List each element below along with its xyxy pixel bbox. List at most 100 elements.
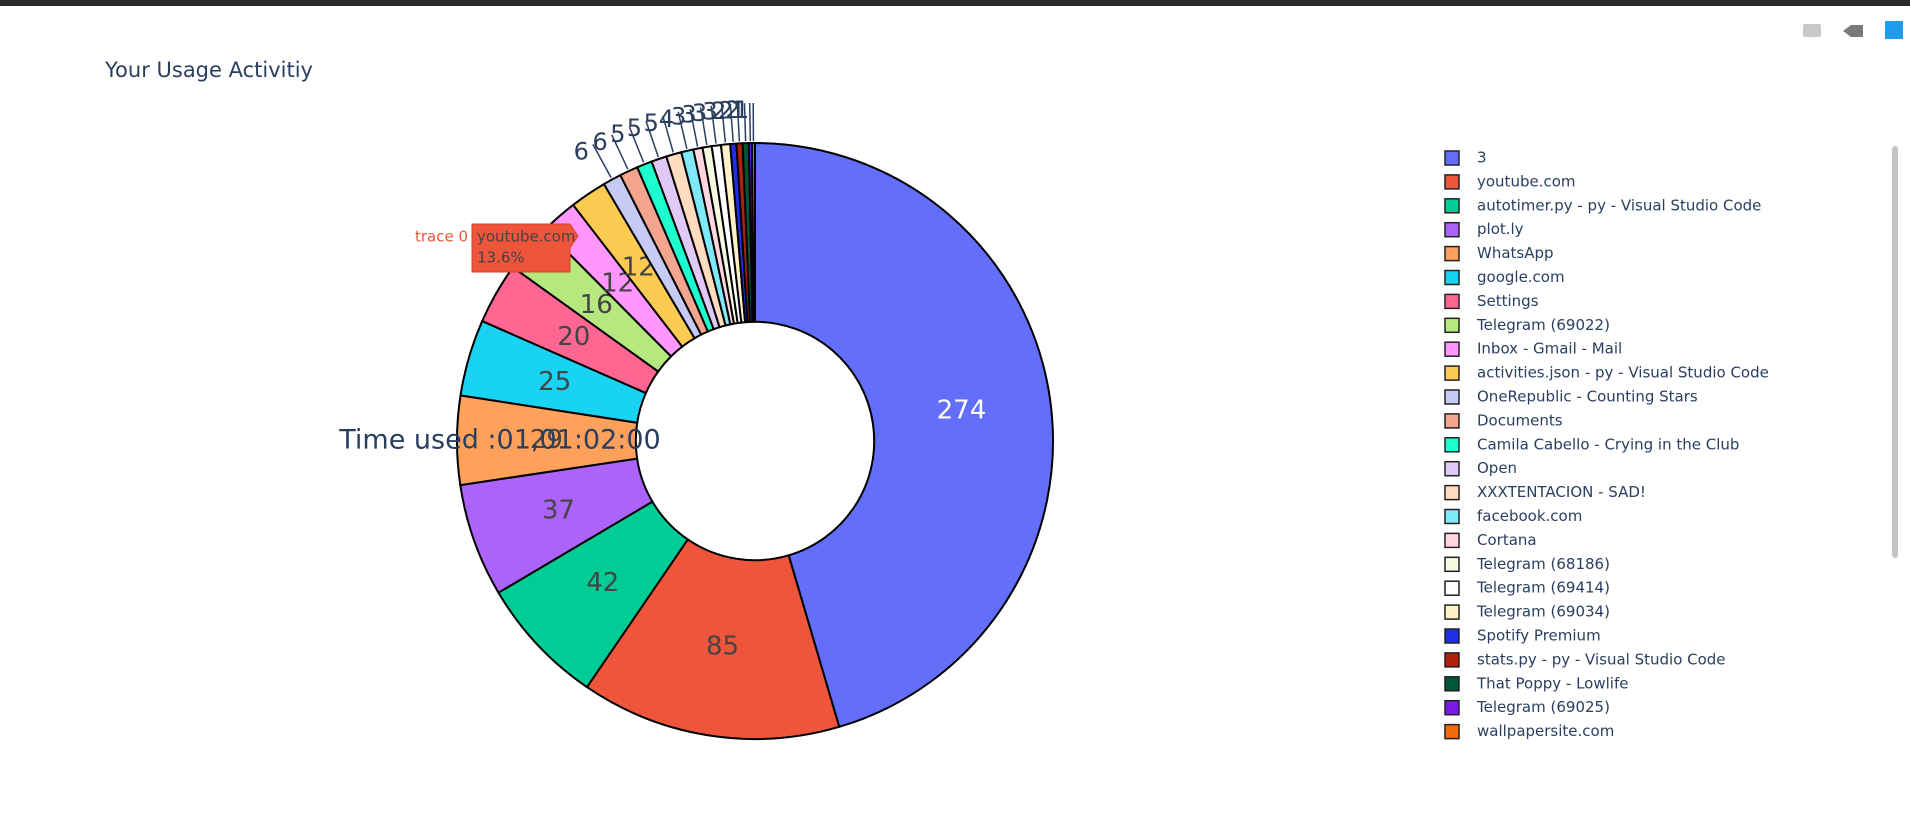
pie-slice (585, 538, 841, 740)
legend-label: That Poppy - Lowlife (1476, 674, 1628, 692)
legend-label: Cortana (1477, 531, 1537, 549)
legend-label: plot.ly (1477, 220, 1524, 238)
slice-label: 3 (692, 99, 707, 127)
chart-title: Your Usage Activitiy (104, 58, 313, 82)
pie-slice (754, 141, 1054, 729)
leader-line (628, 126, 645, 163)
leader-line (645, 120, 660, 158)
legend-swatch (1444, 317, 1460, 334)
legend-swatch (1444, 365, 1460, 381)
slice-label: 29 (530, 425, 563, 455)
legend-label: Telegram (69414) (1476, 579, 1610, 597)
slice-label: 37 (542, 495, 575, 525)
camera-icon[interactable] (1803, 24, 1821, 37)
legend-swatch (1444, 652, 1460, 668)
hover-category: youtube.com (477, 228, 576, 246)
leader-line (743, 103, 747, 142)
legend-swatch (1444, 293, 1460, 310)
legend-swatch (1444, 604, 1460, 620)
legend-swatch (1444, 269, 1460, 286)
legend-label: WhatsApp (1477, 244, 1554, 262)
leader-line (748, 103, 752, 142)
slice-label: 5 (644, 109, 659, 137)
legend-label: facebook.com (1477, 507, 1582, 525)
leader-line (689, 109, 699, 147)
legend-label: Inbox - Gmail - Mail (1477, 340, 1622, 358)
legend-label: Telegram (69034) (1476, 603, 1610, 621)
legend-label: activities.json - py - Visual Studio Cod… (1477, 364, 1769, 382)
legend-swatch (1444, 556, 1460, 573)
legend-label: google.com (1477, 268, 1565, 286)
legend: 3 youtube.com autotimer.py - py - Visual S… (1444, 149, 1769, 740)
plotly-icon[interactable] (1885, 21, 1903, 39)
legend-swatch (1444, 245, 1460, 262)
slice-label: 3 (671, 102, 686, 130)
legend-label: 3 (1477, 149, 1487, 167)
slice-label: 2 (725, 96, 740, 124)
legend-swatch (1444, 437, 1460, 453)
slice-label: 16 (580, 290, 613, 320)
slice-label: 3 (702, 98, 717, 126)
top-bar (0, 0, 1910, 6)
legend-swatch (1444, 150, 1460, 166)
legend-scrollbar[interactable] (1892, 146, 1898, 558)
tag-icon[interactable] (1843, 25, 1863, 37)
legend-label: XXXTENTACION - SAD! (1477, 483, 1646, 501)
pie-slice (750, 141, 756, 323)
slice-label: 20 (557, 322, 590, 352)
legend-swatch (1444, 413, 1460, 429)
legend-label: autotimer.py - py - Visual Studio Code (1477, 196, 1761, 214)
slice-label: 42 (586, 568, 619, 598)
legend-label: Open (1477, 459, 1517, 477)
legend-label: Telegram (68186) (1476, 555, 1610, 573)
slice-label: 2 (711, 97, 726, 125)
legend-label: Documents (1477, 411, 1563, 429)
hover-percent: 13.6% (477, 249, 525, 267)
legend-label: Camila Cabello - Crying in the Club (1477, 435, 1739, 453)
slice-label: 1 (730, 96, 745, 124)
leader-line (699, 107, 708, 146)
slice-label: 25 (538, 367, 571, 397)
legend-swatch (1444, 460, 1460, 477)
leader-line (677, 111, 688, 150)
leader-line (710, 105, 717, 144)
legend-label: Spotify Premium (1477, 627, 1601, 645)
slice-label: 4 (659, 105, 674, 133)
slice-label: 274 (937, 396, 987, 426)
hover-trace: trace 0 (415, 228, 468, 246)
slice-label: 6 (574, 137, 589, 165)
slice-label: 5 (627, 114, 642, 142)
slice-label: 6 (592, 128, 607, 156)
legend-label: youtube.com (1477, 172, 1576, 190)
legend-swatch (1444, 508, 1460, 525)
legend-label: Telegram (69025) (1476, 698, 1610, 716)
legend-swatch (1444, 723, 1460, 740)
hover-label: trace 0 youtube.com 13.6% (415, 223, 579, 273)
legend-swatch (1444, 389, 1460, 405)
legend-swatch (1444, 699, 1460, 716)
legend-swatch (1444, 221, 1460, 238)
legend-label: Telegram (69022) (1476, 316, 1610, 334)
legend-swatch (1444, 484, 1460, 501)
leader-line (611, 134, 629, 170)
legend-swatch (1444, 628, 1460, 644)
legend-swatch (1444, 198, 1460, 214)
legend-swatch (1444, 676, 1460, 692)
leader-line (662, 115, 674, 153)
slice-label: 2 (718, 96, 733, 124)
slice-label: 5 (610, 120, 625, 148)
leader-line (592, 144, 612, 179)
modebar[interactable] (1803, 21, 1903, 39)
legend-swatch (1444, 174, 1460, 190)
legend-swatch (1444, 341, 1460, 357)
legend-label: OneRepublic - Counting Stars (1477, 388, 1698, 406)
hover-box (471, 223, 579, 273)
legend-label: Settings (1477, 292, 1539, 310)
slice-label: 1 (734, 96, 749, 124)
legend-swatch (1444, 580, 1460, 596)
leader-line (720, 104, 727, 143)
leader-line (736, 103, 741, 142)
legend-swatch (1444, 532, 1460, 549)
